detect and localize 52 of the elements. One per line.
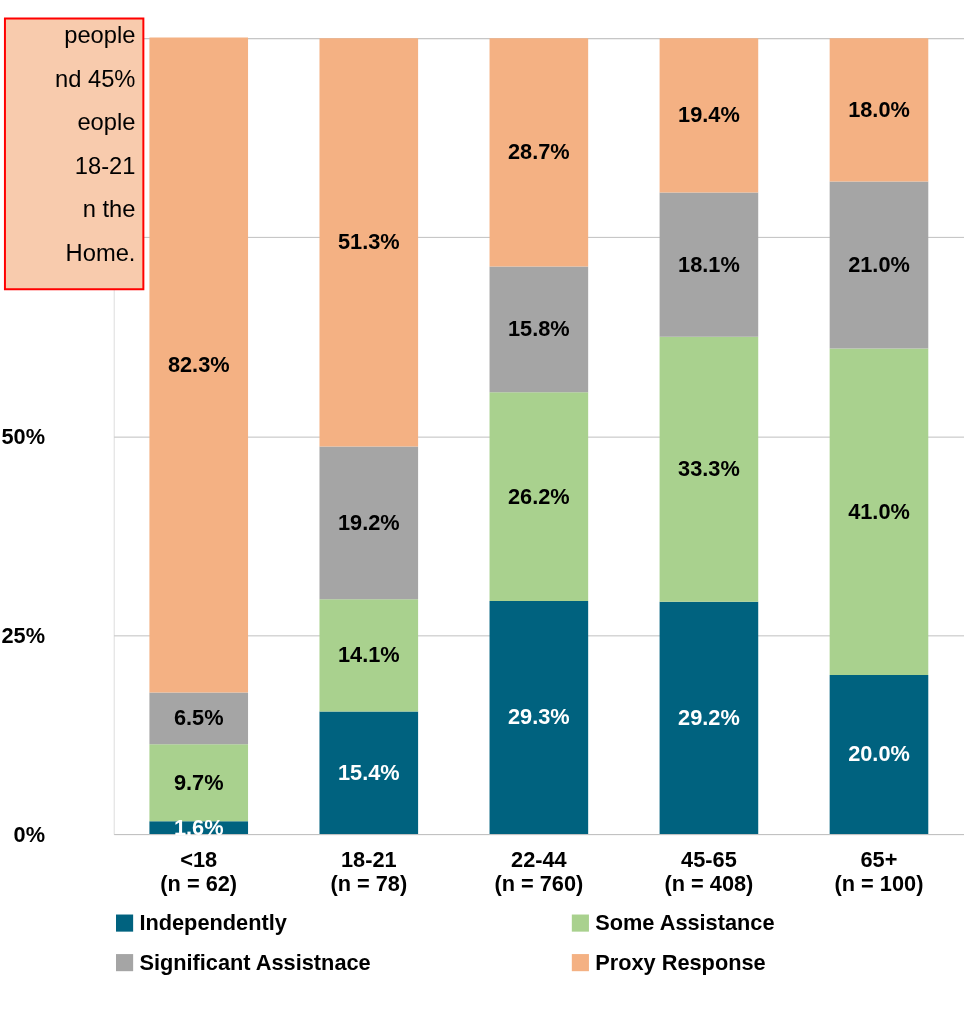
data-label: 15.4% [337, 759, 400, 785]
y-tick-label: 50% [1, 423, 45, 449]
data-label: 51.3% [337, 229, 400, 255]
bar [829, 674, 929, 835]
x-tick-label: 18-21 (n = 78) [330, 847, 408, 896]
data-label: 82.3% [167, 351, 230, 377]
bar [659, 601, 759, 835]
data-label: 21.0% [848, 251, 910, 277]
bar [489, 38, 589, 267]
data-label: 1.6% [173, 814, 224, 840]
bar [829, 348, 929, 675]
annotation: people nd 45% eople 18-21 n the Home. [55, 22, 136, 266]
data-label: 33.3% [678, 456, 740, 482]
data-label: 6.5% [173, 705, 224, 731]
bar [659, 38, 759, 193]
data-label: 29.3% [508, 704, 570, 730]
bar [489, 392, 589, 601]
bar [319, 38, 419, 447]
legend-label: Some Assistance [595, 910, 775, 935]
bar [319, 599, 419, 712]
data-label: 15.8% [508, 316, 570, 342]
bar [149, 37, 249, 693]
legend-label: Significant Assistnace [139, 949, 371, 975]
data-label: 20.0% [848, 741, 910, 767]
legend-label: Proxy Response [595, 949, 766, 975]
bar [489, 266, 589, 393]
x-tick-label: 45-65 (n = 408) [664, 847, 754, 896]
data-label: 41.0% [848, 498, 910, 524]
y-tick-label: 0% [13, 821, 45, 847]
bar [319, 711, 419, 835]
x-tick-label: <18 (n = 62) [160, 847, 238, 896]
data-label: 18.0% [848, 96, 910, 122]
data-label: 29.2% [678, 704, 740, 730]
data-label: 19.4% [678, 102, 740, 128]
data-label: 9.7% [173, 769, 224, 795]
bar [829, 38, 929, 182]
bar [319, 446, 419, 600]
bar [149, 744, 249, 822]
bar [829, 181, 929, 349]
bar [659, 192, 759, 337]
bar [149, 692, 249, 745]
data-label: 26.2% [508, 483, 570, 509]
y-tick-label: 25% [1, 622, 45, 648]
bar [659, 336, 759, 602]
legend-label: Independently [139, 910, 287, 935]
data-label: 18.1% [678, 251, 740, 277]
x-tick-label: 65+ (n = 100) [834, 847, 924, 896]
data-label: 28.7% [508, 139, 570, 165]
data-label: 14.1% [337, 642, 400, 668]
data-label: 19.2% [337, 509, 400, 535]
x-tick-label: 22-44 (n = 760) [494, 847, 584, 896]
bar [489, 600, 589, 835]
